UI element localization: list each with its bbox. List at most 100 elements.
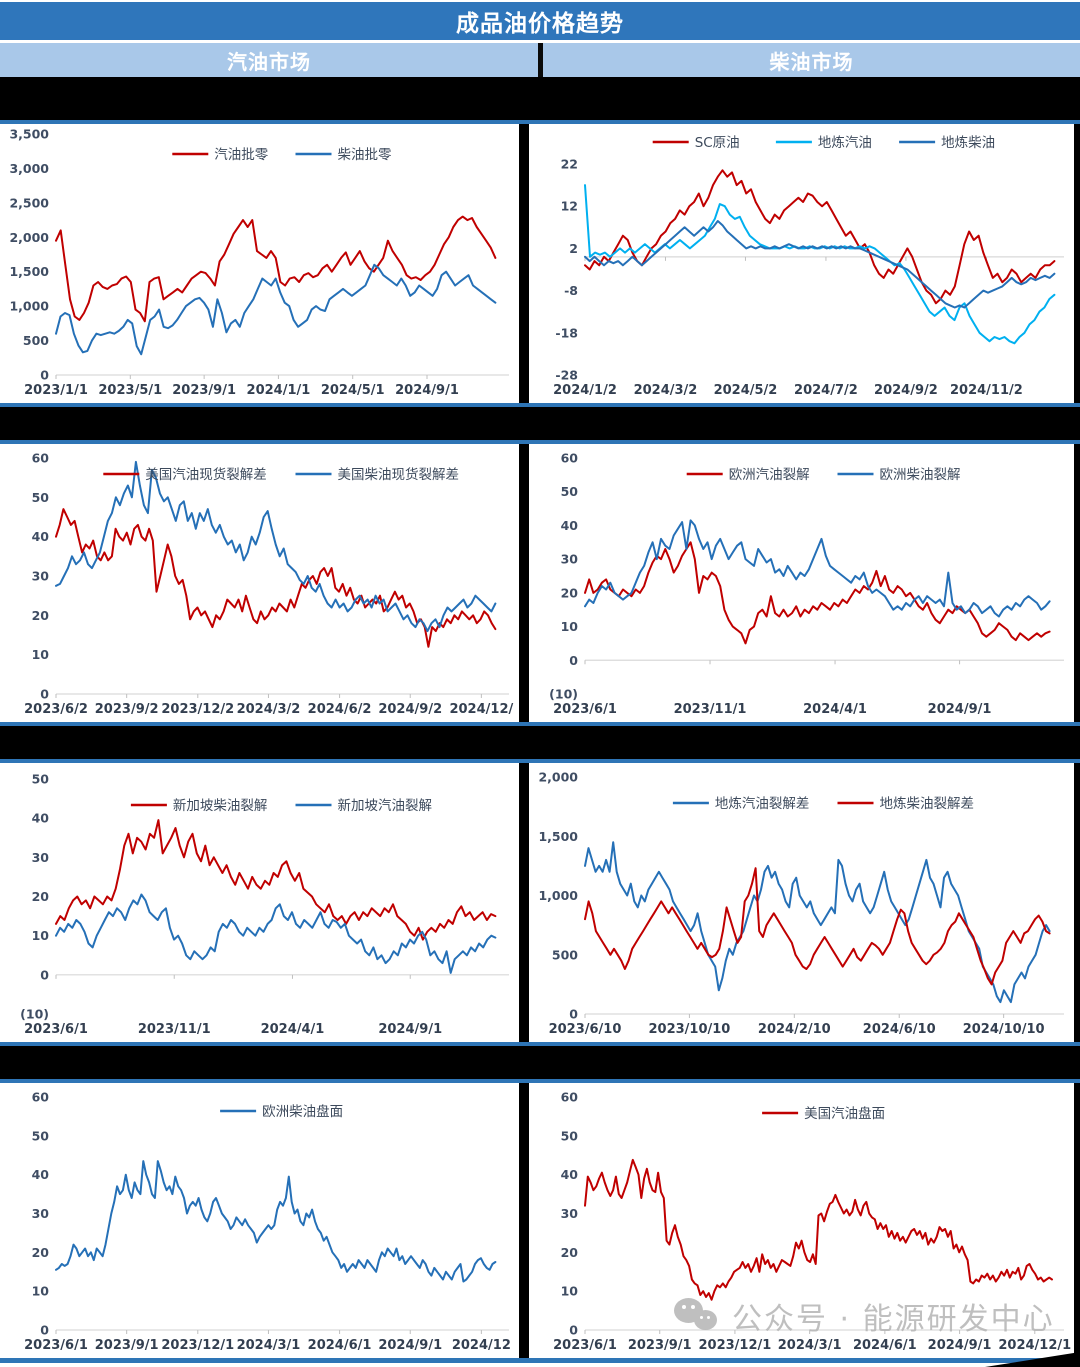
svg-text:20: 20 — [32, 608, 50, 623]
line-chart: 0 500 1,000 1,500 2,000 2023/6/10 2023/10/10 20… — [538, 770, 1064, 1037]
svg-text:-28: -28 — [555, 368, 578, 383]
svg-text:20: 20 — [32, 889, 50, 904]
svg-text:2: 2 — [569, 241, 578, 256]
svg-text:40: 40 — [561, 1167, 579, 1182]
svg-text:美国汽油盘面: 美国汽油盘面 — [804, 1105, 885, 1122]
svg-text:地炼柴油裂解差: 地炼柴油裂解差 — [880, 796, 975, 812]
row-right-edge — [1074, 444, 1080, 722]
svg-text:1,500: 1,500 — [9, 264, 49, 279]
svg-text:2024/9/1: 2024/9/1 — [378, 1022, 442, 1037]
svg-text:柴油批零: 柴油批零 — [338, 147, 392, 163]
svg-text:SC原油: SC原油 — [695, 135, 740, 151]
svg-text:50: 50 — [32, 490, 50, 505]
chart-row-1: 0 500 1,000 1,500 2,000 2,500 3,000 3,500 2023/1… — [0, 120, 1080, 407]
svg-text:50: 50 — [561, 1128, 579, 1143]
line-chart: (10) 0 10 20 30 40 50 2023/6/1 2023/11/1 2024/4/1… — [20, 772, 509, 1037]
svg-text:2,000: 2,000 — [9, 230, 49, 245]
svg-text:2024/9/1: 2024/9/1 — [928, 1338, 992, 1353]
svg-text:2024/12: 2024/12 — [452, 1338, 511, 1353]
chart-row-4: 0 10 20 30 40 50 60 2023/6/1 2023/9/1 2023/12/1 20… — [0, 1079, 1080, 1362]
panel-divider — [519, 763, 529, 1042]
svg-text:2024/12/1: 2024/12/1 — [998, 1338, 1071, 1353]
svg-text:500: 500 — [23, 333, 49, 348]
svg-text:3,500: 3,500 — [9, 127, 49, 142]
svg-text:2024/6/1: 2024/6/1 — [853, 1338, 917, 1353]
svg-text:1,500: 1,500 — [538, 829, 578, 844]
svg-text:2023/12/1: 2023/12/1 — [699, 1338, 772, 1353]
svg-text:美国汽油现货裂解差: 美国汽油现货裂解差 — [145, 466, 266, 483]
svg-text:2024/7/2: 2024/7/2 — [794, 383, 858, 398]
svg-text:2024/1/1: 2024/1/1 — [247, 383, 311, 398]
svg-text:2024/9/2: 2024/9/2 — [378, 702, 442, 717]
svg-text:2023/9/1: 2023/9/1 — [95, 1338, 159, 1353]
svg-text:2023/12/2: 2023/12/2 — [161, 702, 234, 717]
svg-text:10: 10 — [561, 1284, 579, 1299]
svg-text:40: 40 — [32, 529, 50, 544]
svg-text:1,000: 1,000 — [538, 888, 578, 903]
svg-text:新加坡汽油裂解: 新加坡汽油裂解 — [338, 798, 433, 814]
chart-gasoline-diesel-wholesale-retail: 0 500 1,000 1,500 2,000 2,500 3,000 3,500 2023/1… — [0, 124, 519, 403]
svg-text:-8: -8 — [564, 283, 578, 298]
svg-text:2024/3/2: 2024/3/2 — [634, 383, 698, 398]
svg-text:2024/6/2: 2024/6/2 — [308, 702, 372, 717]
svg-text:50: 50 — [561, 484, 579, 499]
svg-text:60: 60 — [561, 451, 579, 466]
svg-text:12: 12 — [561, 199, 578, 214]
chart-singapore-crack-spreads: (10) 0 10 20 30 40 50 2023/6/1 2023/11/1 2024/4/1… — [0, 763, 519, 1042]
svg-text:60: 60 — [561, 1090, 579, 1105]
svg-text:2024/6/1: 2024/6/1 — [308, 1338, 372, 1353]
svg-text:2023/6/1: 2023/6/1 — [553, 1338, 617, 1353]
svg-text:2023/9/2: 2023/9/2 — [95, 702, 159, 717]
svg-text:22: 22 — [561, 157, 578, 172]
panel-divider — [519, 1083, 529, 1358]
svg-text:20: 20 — [32, 1245, 50, 1260]
svg-text:40: 40 — [32, 811, 50, 826]
svg-text:2023/6/1: 2023/6/1 — [24, 1022, 88, 1037]
column-divider — [538, 43, 543, 77]
chart-us-gasoline-futures: 0 10 20 30 40 50 60 2023/6/1 2023/9/1 2023/12/1 20… — [529, 1083, 1074, 1358]
svg-text:0: 0 — [40, 368, 49, 383]
svg-text:2024/12/: 2024/12/ — [449, 702, 513, 717]
svg-text:汽油批零: 汽油批零 — [214, 147, 268, 163]
svg-text:-18: -18 — [555, 325, 578, 340]
report-title-bar: 成品油价格趋势 — [0, 2, 1080, 40]
svg-text:2023/10/10: 2023/10/10 — [648, 1022, 730, 1037]
svg-text:2,500: 2,500 — [9, 195, 49, 210]
svg-text:2024/3/2: 2024/3/2 — [237, 702, 301, 717]
chart-row-3: (10) 0 10 20 30 40 50 2023/6/1 2023/11/1 2024/4/1… — [0, 759, 1080, 1046]
svg-text:新加坡柴油裂解: 新加坡柴油裂解 — [173, 798, 268, 814]
separator-band — [0, 407, 1080, 440]
svg-text:20: 20 — [561, 1245, 579, 1260]
svg-text:40: 40 — [32, 1167, 50, 1182]
svg-text:2024/9/1: 2024/9/1 — [378, 1338, 442, 1353]
page-title: 成品油价格趋势 — [456, 11, 624, 37]
svg-text:10: 10 — [32, 647, 50, 662]
chart-us-spot-crack-spreads: 0 10 20 30 40 50 60 2023/6/2 2023/9/2 2023/12/2 20… — [0, 444, 519, 722]
svg-text:地炼汽油裂解差: 地炼汽油裂解差 — [715, 796, 810, 812]
svg-text:30: 30 — [32, 1206, 50, 1221]
svg-text:2024/4/1: 2024/4/1 — [261, 1022, 325, 1037]
svg-text:2023/6/1: 2023/6/1 — [24, 1338, 88, 1353]
svg-text:1,000: 1,000 — [9, 299, 49, 314]
svg-text:2023/1/1: 2023/1/1 — [24, 383, 88, 398]
svg-text:(10): (10) — [549, 687, 578, 702]
svg-text:2024/4/1: 2024/4/1 — [803, 702, 867, 717]
svg-text:2023/11/1: 2023/11/1 — [138, 1022, 211, 1037]
column-header-gasoline: 汽油市场 — [0, 43, 538, 77]
svg-text:40: 40 — [561, 518, 579, 533]
market-column-headers: 汽油市场 柴油市场 — [0, 43, 1080, 77]
svg-text:0: 0 — [40, 1323, 49, 1338]
svg-text:30: 30 — [561, 1206, 579, 1221]
svg-text:0: 0 — [569, 653, 578, 668]
svg-text:2023/6/2: 2023/6/2 — [24, 702, 88, 717]
svg-text:60: 60 — [32, 451, 50, 466]
svg-text:0: 0 — [40, 687, 49, 702]
svg-text:2023/9/1: 2023/9/1 — [628, 1338, 692, 1353]
svg-text:0: 0 — [569, 1007, 578, 1022]
svg-text:500: 500 — [552, 947, 578, 962]
svg-text:欧洲柴油盘面: 欧洲柴油盘面 — [262, 1103, 343, 1120]
svg-text:10: 10 — [32, 1284, 50, 1299]
